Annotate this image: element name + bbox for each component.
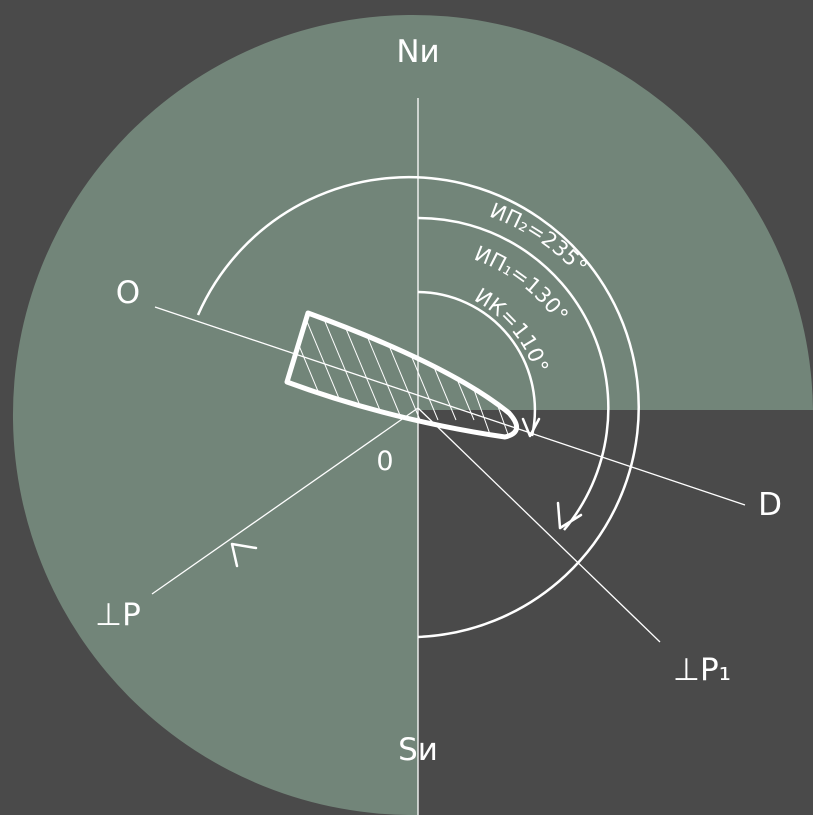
bearing1-arc	[417, 216, 610, 531]
bearing2-arrowhead	[230, 542, 258, 568]
o-point-label: O	[116, 275, 140, 311]
bearing1-arrowhead	[556, 501, 583, 530]
perpendicular-p1-line	[417, 407, 661, 643]
north-label: Nи	[396, 34, 439, 70]
south-label: Sи	[398, 732, 438, 768]
origin-label: 0	[376, 446, 393, 477]
bearing2-arc	[196, 175, 640, 639]
compass-disc	[13, 15, 813, 815]
course-arrowhead	[521, 417, 541, 438]
course-arc	[417, 290, 537, 437]
d-point-label: D	[758, 487, 782, 523]
perp-p-label: ⊥P	[95, 597, 141, 633]
perp-p1-label: ⊥P₁	[673, 652, 731, 688]
perpendicular-p-line	[151, 407, 419, 595]
